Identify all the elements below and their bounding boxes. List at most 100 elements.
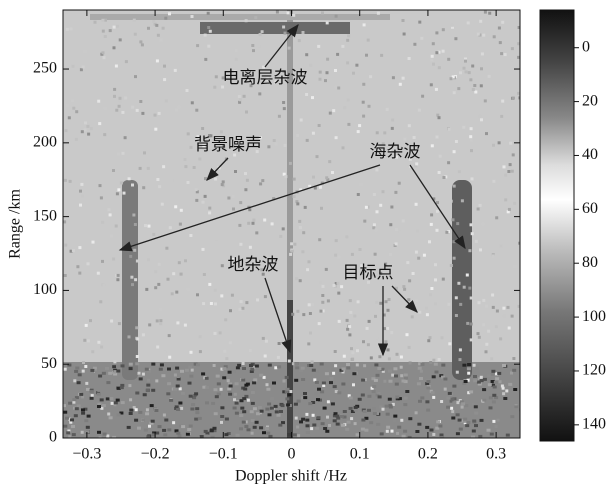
speckle-dot [386, 425, 391, 429]
speckle-dot [138, 377, 143, 381]
speckle-dot [224, 433, 229, 437]
speckle-dot [449, 264, 453, 267]
speckle-dot [358, 248, 362, 251]
speckle-dot [141, 333, 145, 337]
speckle-dot [447, 161, 451, 165]
speckle-dot [279, 234, 283, 238]
speckle-dot [221, 85, 225, 89]
speckle-dot [205, 401, 209, 405]
speckle-dot [93, 20, 97, 24]
speckle-dot [384, 300, 388, 304]
speckle-dot [166, 392, 171, 396]
speckle-dot [355, 363, 359, 367]
speckle-dot [298, 279, 302, 283]
speckle-dot [243, 387, 248, 391]
speckle-dot [120, 401, 125, 405]
speckle-dot [222, 145, 226, 149]
speckle-dot [346, 327, 350, 331]
speckle-dot [101, 404, 106, 408]
speckle-dot [153, 22, 157, 26]
speckle-dot [432, 395, 436, 399]
speckle-dot [249, 410, 254, 414]
speckle-dot [208, 282, 212, 286]
speckle-dot [415, 162, 419, 166]
speckle-dot [147, 369, 151, 373]
speckle-dot [494, 396, 499, 400]
speckle-dot [115, 108, 119, 112]
speckle-dot [246, 398, 250, 402]
speckle-dot [73, 379, 77, 383]
speckle-dot [329, 377, 334, 380]
speckle-dot [97, 388, 102, 392]
speckle-dot [266, 431, 271, 435]
speckle-dot [69, 420, 73, 424]
speckle-dot [449, 199, 453, 203]
speckle-dot [416, 382, 421, 386]
speckle-dot [239, 399, 244, 403]
speckle-dot [213, 388, 218, 392]
speckle-dot [321, 284, 325, 288]
speckle-dot [246, 428, 251, 432]
speckle-dot [163, 433, 168, 437]
speckle-dot [151, 388, 156, 392]
speckle-dot [369, 75, 373, 79]
speckle-dot [381, 369, 385, 373]
speckle-dot [384, 262, 388, 266]
speckle-dot [161, 26, 165, 30]
speckle-dot [105, 366, 109, 370]
speckle-dot [185, 432, 190, 436]
speckle-dot [251, 221, 255, 225]
speckle-dot [510, 169, 514, 173]
speckle-dot [417, 422, 422, 426]
speckle-dot [457, 281, 461, 285]
speckle-dot [119, 386, 124, 390]
speckle-dot [263, 218, 267, 222]
speckle-dot [292, 195, 296, 198]
speckle-dot [419, 369, 423, 373]
speckle-dot [66, 104, 70, 108]
speckle-dot [74, 137, 78, 141]
speckle-dot [187, 381, 192, 385]
speckle-dot [84, 419, 89, 423]
speckle-dot [332, 419, 337, 423]
speckle-dot [482, 323, 486, 327]
speckle-dot [435, 31, 439, 35]
speckle-dot [488, 11, 492, 15]
speckle-dot [391, 118, 395, 122]
speckle-dot [498, 41, 502, 45]
speckle-dot [347, 262, 351, 266]
speckle-dot [92, 366, 97, 370]
speckle-dot [388, 379, 393, 383]
speckle-dot [345, 318, 349, 322]
speckle-dot [479, 418, 484, 422]
speckle-dot [353, 314, 357, 318]
speckle-dot [495, 377, 500, 381]
speckle-dot [469, 78, 473, 82]
speckle-dot [262, 375, 266, 379]
speckle-dot [208, 211, 212, 215]
speckle-dot [99, 196, 103, 200]
speckle-dot [451, 416, 456, 420]
speckle-dot [215, 237, 218, 241]
speckle-dot [142, 393, 147, 397]
speckle-dot [477, 377, 481, 381]
speckle-dot [172, 272, 176, 276]
speckle-dot [459, 302, 463, 306]
speckle-dot [353, 408, 358, 412]
speckle-dot [479, 248, 482, 252]
speckle-dot [289, 252, 293, 256]
speckle-dot [155, 319, 159, 323]
speckle-dot [195, 411, 200, 415]
speckle-dot [425, 306, 428, 310]
speckle-dot [395, 352, 399, 356]
speckle-dot [468, 286, 472, 290]
speckle-dot [203, 194, 207, 198]
speckle-dot [498, 380, 502, 384]
speckle-dot [393, 367, 398, 371]
speckle-dot [284, 375, 289, 379]
speckle-dot [285, 397, 290, 401]
speckle-dot [242, 94, 246, 98]
speckle-dot [480, 118, 483, 122]
speckle-dot [437, 50, 441, 54]
speckle-dot [491, 293, 495, 297]
